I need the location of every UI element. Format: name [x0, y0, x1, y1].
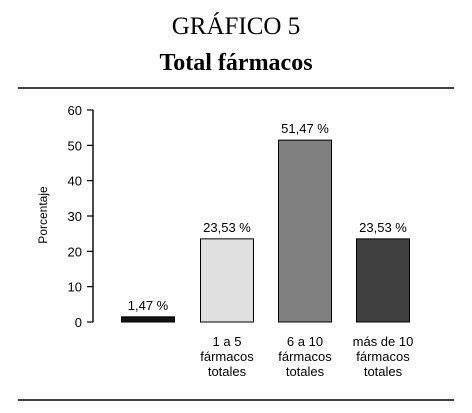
y-tick-label: 40 — [68, 174, 82, 189]
y-tick-label: 60 — [68, 103, 82, 118]
bar — [356, 238, 410, 323]
y-tick-label: 0 — [75, 315, 82, 330]
y-tick-label: 10 — [68, 280, 82, 295]
x-category-label: fármacos — [200, 349, 254, 364]
y-axis-title: Porcentaje — [36, 186, 50, 244]
x-category-label: totales — [286, 364, 325, 379]
bar — [200, 238, 254, 323]
bar-value-label: 51,47 % — [281, 121, 329, 136]
x-category-label: más de 10 — [353, 334, 414, 349]
chart-title: Total fármacos — [159, 50, 312, 76]
x-category-label: totales — [208, 364, 247, 379]
bar-value-label: 1,47 % — [128, 298, 169, 313]
x-category-label: fármacos — [278, 349, 332, 364]
x-category-label: 6 a 10 — [287, 334, 323, 349]
x-category-label: 1 a 5 — [213, 334, 242, 349]
y-tick-label: 50 — [68, 138, 82, 153]
bar-value-label: 23,53 % — [359, 220, 407, 235]
x-category-label: totales — [364, 364, 403, 379]
figure-label: GRÁFICO 5 — [172, 12, 301, 40]
y-tick-label: 20 — [68, 244, 82, 259]
bar — [278, 139, 332, 323]
y-tick-label: 30 — [68, 209, 82, 224]
x-category-label: fármacos — [356, 349, 410, 364]
bar-value-label: 23,53 % — [203, 220, 251, 235]
bar — [121, 316, 175, 323]
